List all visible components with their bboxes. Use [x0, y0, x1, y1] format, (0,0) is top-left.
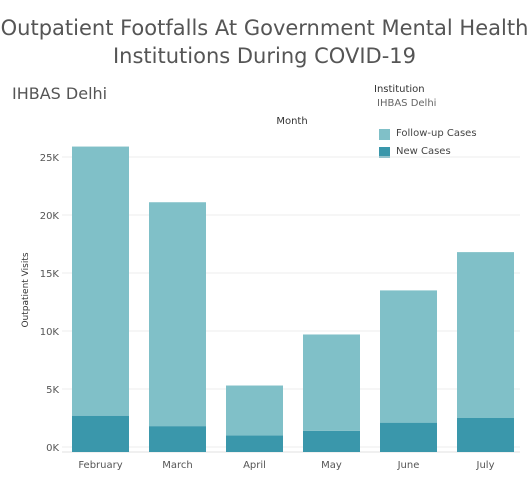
y-tick-label: 10K — [40, 327, 60, 338]
y-axis-label: Outpatient Visits — [21, 252, 31, 327]
bar-new-cases-july[interactable] — [457, 418, 514, 452]
legend-label-new: New Cases — [396, 146, 451, 157]
bar-follow-up-cases-june[interactable] — [380, 290, 437, 423]
y-tick-label: 15K — [40, 269, 60, 280]
bar-new-cases-april[interactable] — [226, 435, 283, 452]
x-header-label: Month — [276, 116, 307, 127]
x-tick-label: March — [162, 460, 192, 471]
x-tick-label: April — [243, 460, 266, 471]
y-tick-label: 5K — [46, 385, 59, 396]
chart-title-line2: Institutions During COVID-19 — [112, 44, 416, 68]
legend-institution-title: Institution — [374, 84, 425, 95]
bar-new-cases-june[interactable] — [380, 422, 437, 452]
legend-label-follow-up: Follow-up Cases — [396, 128, 477, 139]
bar-new-cases-february[interactable] — [72, 415, 129, 452]
y-tick-label: 20K — [40, 211, 60, 222]
x-tick-label: February — [78, 460, 122, 471]
gridlines — [62, 156, 520, 453]
x-tick-label: June — [397, 460, 420, 471]
legend-swatch-new — [379, 147, 390, 158]
y-tick-label: 0K — [46, 443, 59, 454]
bar-follow-up-cases-march[interactable] — [149, 202, 206, 427]
y-tick-label: 25K — [40, 153, 60, 164]
y-tick-labels: 0K 5K 10K 15K 20K 25K — [40, 153, 60, 454]
x-tick-label: July — [476, 460, 495, 471]
bar-follow-up-cases-july[interactable] — [457, 252, 514, 418]
bar-follow-up-cases-april[interactable] — [226, 385, 283, 436]
legend-institution-value[interactable]: IHBAS Delhi — [377, 98, 437, 109]
legend-swatch-follow-up — [379, 129, 390, 140]
x-tick-label: May — [321, 460, 342, 471]
bar-follow-up-cases-february[interactable] — [72, 146, 129, 416]
bar-new-cases-may[interactable] — [303, 430, 360, 452]
bars — [72, 146, 514, 452]
bar-new-cases-march[interactable] — [149, 426, 206, 452]
chart-subtitle: IHBAS Delhi — [12, 84, 108, 103]
x-tick-labels: February March April May June July — [78, 460, 494, 471]
bar-follow-up-cases-may[interactable] — [303, 334, 360, 431]
chart-title-line1: Outpatient Footfalls At Government Menta… — [0, 16, 529, 40]
